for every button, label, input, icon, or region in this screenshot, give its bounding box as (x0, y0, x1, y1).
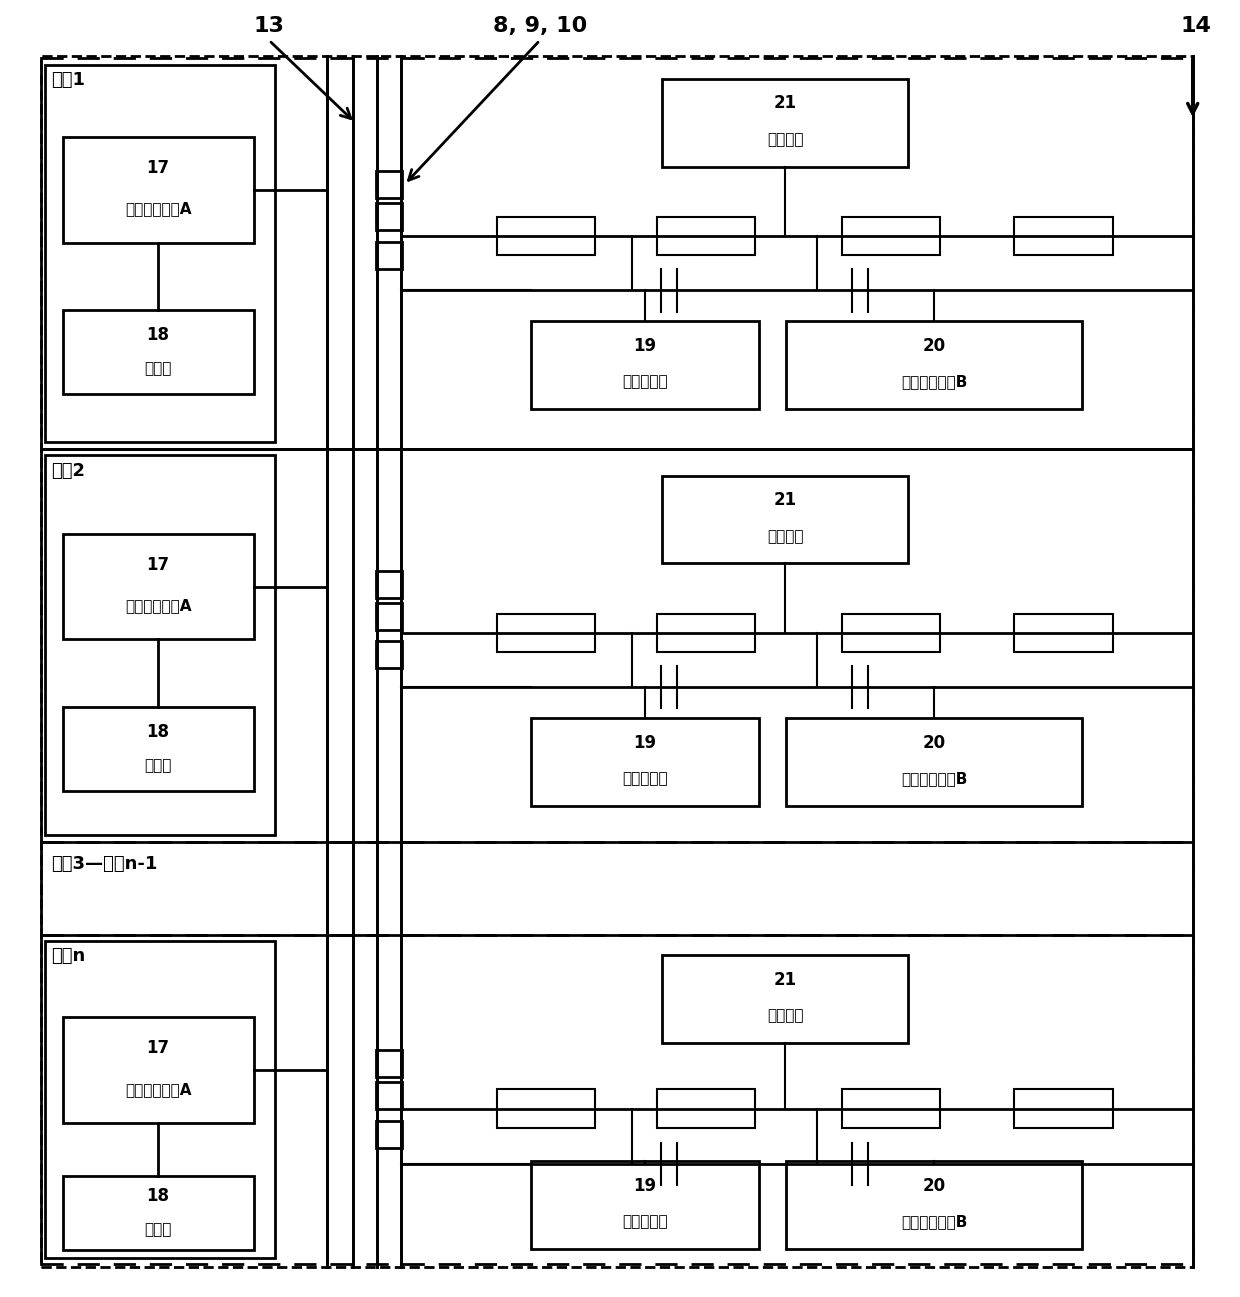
Text: 19: 19 (634, 734, 656, 751)
Bar (662, 476, 908, 563)
Text: 分区2: 分区2 (51, 462, 86, 480)
Bar (531, 1161, 759, 1249)
Bar (657, 217, 755, 256)
Bar (376, 243, 402, 268)
Bar (376, 1082, 402, 1109)
Text: 8, 9, 10: 8, 9, 10 (492, 17, 587, 36)
Bar (45, 455, 275, 835)
Bar (531, 719, 759, 805)
Text: 17: 17 (146, 555, 170, 573)
Bar (376, 642, 402, 668)
Text: 18: 18 (146, 1187, 170, 1205)
Text: 21: 21 (774, 970, 796, 988)
Text: 19: 19 (634, 337, 656, 354)
Bar (657, 613, 755, 652)
Bar (531, 322, 759, 409)
Bar (63, 707, 253, 791)
Bar (45, 65, 275, 442)
Text: 数据采集模块B: 数据采集模块B (901, 1214, 967, 1230)
Text: 17: 17 (146, 158, 170, 176)
Text: 20: 20 (923, 734, 946, 751)
Text: 数据采集模块A: 数据采集模块A (125, 598, 191, 613)
Bar (1014, 613, 1112, 652)
Bar (63, 534, 253, 639)
Bar (63, 1175, 253, 1250)
Text: 计算机: 计算机 (144, 1222, 172, 1237)
Text: 19: 19 (634, 1176, 656, 1195)
Bar (662, 955, 908, 1043)
Bar (63, 137, 253, 243)
Text: 数据采集模块B: 数据采集模块B (901, 772, 967, 786)
Bar (376, 571, 402, 598)
Bar (497, 1089, 595, 1128)
Text: 负载电路: 负载电路 (766, 1008, 804, 1023)
Text: 18: 18 (146, 327, 170, 345)
Bar (63, 310, 253, 394)
Bar (842, 613, 940, 652)
Text: 负载电路: 负载电路 (766, 132, 804, 147)
Text: 20: 20 (923, 1176, 946, 1195)
Bar (657, 1089, 755, 1128)
Text: 计算机: 计算机 (144, 759, 172, 773)
Bar (786, 1161, 1081, 1249)
Text: 激励发生器: 激励发生器 (621, 772, 667, 786)
Bar (376, 204, 402, 231)
Text: 分区3—分区n-1: 分区3—分区n-1 (51, 855, 157, 873)
Bar (497, 217, 595, 256)
Text: 21: 21 (774, 492, 796, 510)
Text: 分区1: 分区1 (51, 71, 86, 89)
Bar (786, 322, 1081, 409)
Bar (786, 719, 1081, 805)
Text: 21: 21 (774, 95, 796, 113)
Bar (842, 1089, 940, 1128)
Bar (376, 603, 402, 630)
Text: 数据采集模块A: 数据采集模块A (125, 201, 191, 217)
Bar (497, 613, 595, 652)
Bar (63, 1017, 253, 1123)
Bar (1014, 1089, 1112, 1128)
Text: 计算机: 计算机 (144, 362, 172, 376)
Text: 激励发生器: 激励发生器 (621, 1214, 667, 1230)
Bar (376, 1049, 402, 1077)
Text: 数据采集模块A: 数据采集模块A (125, 1082, 191, 1097)
Bar (662, 79, 908, 166)
Text: 分区n: 分区n (51, 948, 86, 965)
Text: 数据采集模块B: 数据采集模块B (901, 375, 967, 389)
Bar (1014, 217, 1112, 256)
Text: 18: 18 (146, 724, 170, 742)
Bar (376, 1121, 402, 1148)
Text: 17: 17 (146, 1039, 170, 1057)
Text: 20: 20 (923, 337, 946, 354)
Text: 负载电路: 负载电路 (766, 529, 804, 543)
Text: 14: 14 (1180, 17, 1211, 36)
Bar (45, 942, 275, 1258)
Bar (842, 217, 940, 256)
Bar (376, 171, 402, 198)
Text: 13: 13 (253, 17, 284, 36)
Text: 激励发生器: 激励发生器 (621, 375, 667, 389)
